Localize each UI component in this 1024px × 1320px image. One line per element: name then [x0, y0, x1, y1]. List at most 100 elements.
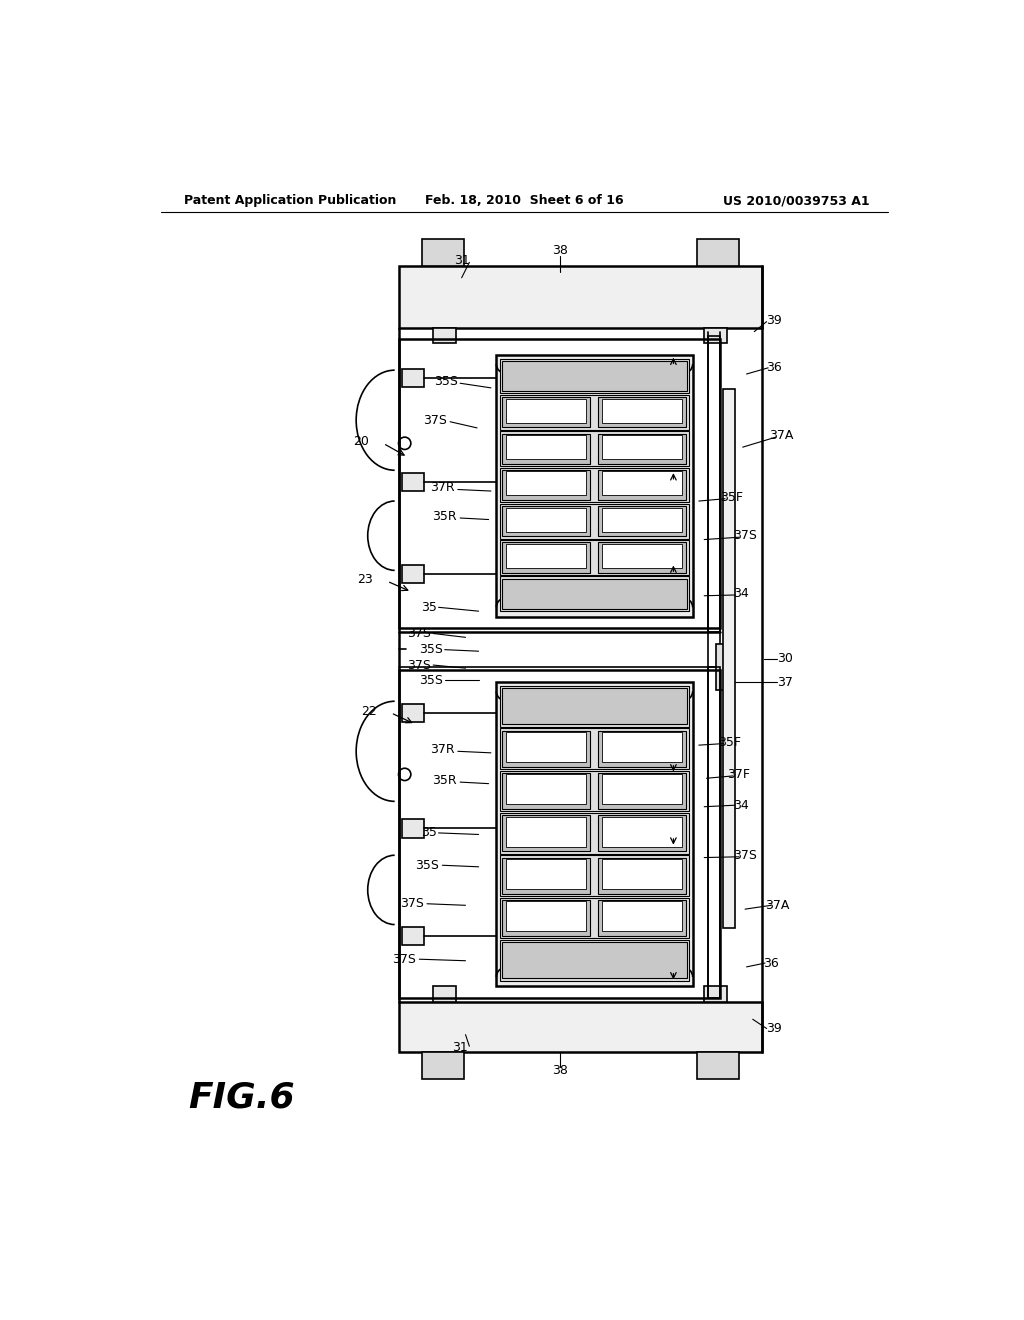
- Bar: [500, 686, 689, 726]
- Bar: [602, 775, 682, 804]
- Bar: [506, 399, 587, 422]
- Bar: [503, 470, 590, 500]
- Text: 37S: 37S: [423, 413, 446, 426]
- Bar: [598, 433, 686, 463]
- Bar: [696, 1052, 739, 1078]
- Bar: [708, 667, 720, 998]
- Bar: [506, 508, 587, 532]
- Bar: [503, 942, 686, 978]
- Text: 37A: 37A: [765, 899, 790, 912]
- Text: 37: 37: [777, 676, 793, 689]
- Bar: [602, 817, 682, 847]
- Bar: [500, 898, 689, 939]
- Bar: [503, 578, 686, 609]
- Bar: [398, 339, 720, 628]
- Text: 37S: 37S: [392, 953, 416, 966]
- Bar: [500, 359, 689, 393]
- Text: 34: 34: [733, 799, 749, 812]
- Text: 37S: 37S: [733, 849, 757, 862]
- Text: 38: 38: [552, 1064, 568, 1077]
- Bar: [433, 986, 457, 1002]
- Bar: [602, 544, 682, 568]
- Bar: [602, 902, 682, 932]
- Bar: [503, 774, 590, 809]
- Bar: [602, 859, 682, 890]
- Bar: [500, 504, 689, 539]
- Bar: [500, 467, 689, 502]
- Bar: [402, 704, 424, 722]
- Text: Feb. 18, 2010  Sheet 6 of 16: Feb. 18, 2010 Sheet 6 of 16: [426, 194, 624, 207]
- Bar: [503, 506, 590, 536]
- Bar: [500, 395, 689, 430]
- Text: 37R: 37R: [430, 743, 455, 756]
- Text: US 2010/0039753 A1: US 2010/0039753 A1: [723, 194, 869, 207]
- Circle shape: [398, 437, 411, 449]
- Text: 35S: 35S: [419, 643, 442, 656]
- Bar: [398, 267, 762, 327]
- Bar: [500, 771, 689, 812]
- Bar: [500, 855, 689, 896]
- Text: 37S: 37S: [399, 898, 424, 911]
- Bar: [422, 1052, 464, 1078]
- Text: 35: 35: [422, 826, 437, 840]
- Text: 36: 36: [766, 362, 781, 375]
- Bar: [705, 986, 727, 1002]
- Bar: [503, 433, 590, 463]
- Text: 20: 20: [353, 436, 370, 449]
- Bar: [598, 858, 686, 894]
- Text: 37S: 37S: [733, 529, 757, 543]
- Circle shape: [398, 768, 411, 780]
- Text: 37A: 37A: [769, 429, 794, 442]
- Bar: [598, 543, 686, 573]
- Bar: [506, 817, 587, 847]
- Text: 38: 38: [552, 244, 568, 257]
- Bar: [598, 470, 686, 500]
- Bar: [602, 733, 682, 762]
- Bar: [402, 368, 424, 387]
- Bar: [716, 644, 731, 689]
- Bar: [503, 816, 590, 851]
- Text: 36: 36: [763, 957, 779, 970]
- Bar: [402, 927, 424, 945]
- Bar: [500, 432, 689, 466]
- Bar: [602, 508, 682, 532]
- Bar: [506, 902, 587, 932]
- Bar: [503, 360, 686, 391]
- Text: 34: 34: [733, 587, 749, 601]
- Bar: [497, 682, 692, 986]
- Text: 35S: 35S: [419, 675, 442, 686]
- Text: 37R: 37R: [430, 482, 455, 495]
- Bar: [598, 506, 686, 536]
- Bar: [398, 671, 720, 998]
- Text: 22: 22: [361, 705, 377, 718]
- Text: 31: 31: [454, 255, 470, 268]
- Bar: [602, 399, 682, 422]
- Text: 30: 30: [777, 652, 793, 665]
- Text: 35R: 35R: [432, 774, 457, 787]
- Bar: [503, 858, 590, 894]
- Bar: [506, 859, 587, 890]
- Text: 35S: 35S: [434, 375, 458, 388]
- Bar: [500, 940, 689, 981]
- Bar: [598, 816, 686, 851]
- Text: 37S: 37S: [408, 659, 431, 672]
- Text: 35F: 35F: [720, 491, 742, 504]
- Bar: [500, 540, 689, 576]
- Bar: [433, 327, 457, 343]
- Bar: [402, 565, 424, 583]
- Bar: [503, 543, 590, 573]
- Text: 39: 39: [766, 314, 781, 326]
- Bar: [398, 1002, 762, 1052]
- Bar: [503, 730, 590, 767]
- Bar: [506, 733, 587, 762]
- Text: 35: 35: [422, 601, 437, 614]
- Text: 35F: 35F: [718, 735, 741, 748]
- Bar: [500, 729, 689, 770]
- Bar: [598, 900, 686, 936]
- Bar: [602, 471, 682, 495]
- Bar: [705, 327, 727, 343]
- Text: 39: 39: [766, 1022, 781, 1035]
- Bar: [598, 730, 686, 767]
- Bar: [602, 436, 682, 459]
- Bar: [503, 688, 686, 725]
